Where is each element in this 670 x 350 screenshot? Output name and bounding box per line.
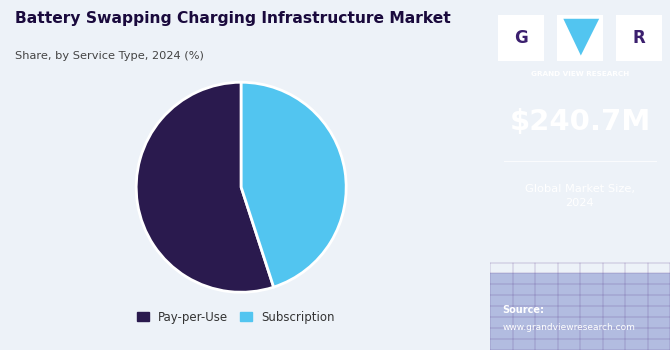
Text: Source:: Source: xyxy=(502,305,545,315)
Text: Share, by Service Type, 2024 (%): Share, by Service Type, 2024 (%) xyxy=(15,51,204,61)
Text: R: R xyxy=(632,29,645,47)
Text: Battery Swapping Charging Infrastructure Market: Battery Swapping Charging Infrastructure… xyxy=(15,10,450,26)
Text: $240.7M: $240.7M xyxy=(509,108,651,136)
Text: Global Market Size,
2024: Global Market Size, 2024 xyxy=(525,184,635,208)
Wedge shape xyxy=(241,82,346,287)
Polygon shape xyxy=(490,273,670,350)
Wedge shape xyxy=(136,82,273,292)
Legend: Pay-per-Use, Subscription: Pay-per-Use, Subscription xyxy=(132,306,340,328)
FancyBboxPatch shape xyxy=(557,15,603,61)
Text: GRAND VIEW RESEARCH: GRAND VIEW RESEARCH xyxy=(531,71,629,77)
Text: www.grandviewresearch.com: www.grandviewresearch.com xyxy=(502,323,635,332)
FancyBboxPatch shape xyxy=(498,15,544,61)
Text: G: G xyxy=(514,29,528,47)
FancyBboxPatch shape xyxy=(616,15,663,61)
Polygon shape xyxy=(563,19,599,56)
